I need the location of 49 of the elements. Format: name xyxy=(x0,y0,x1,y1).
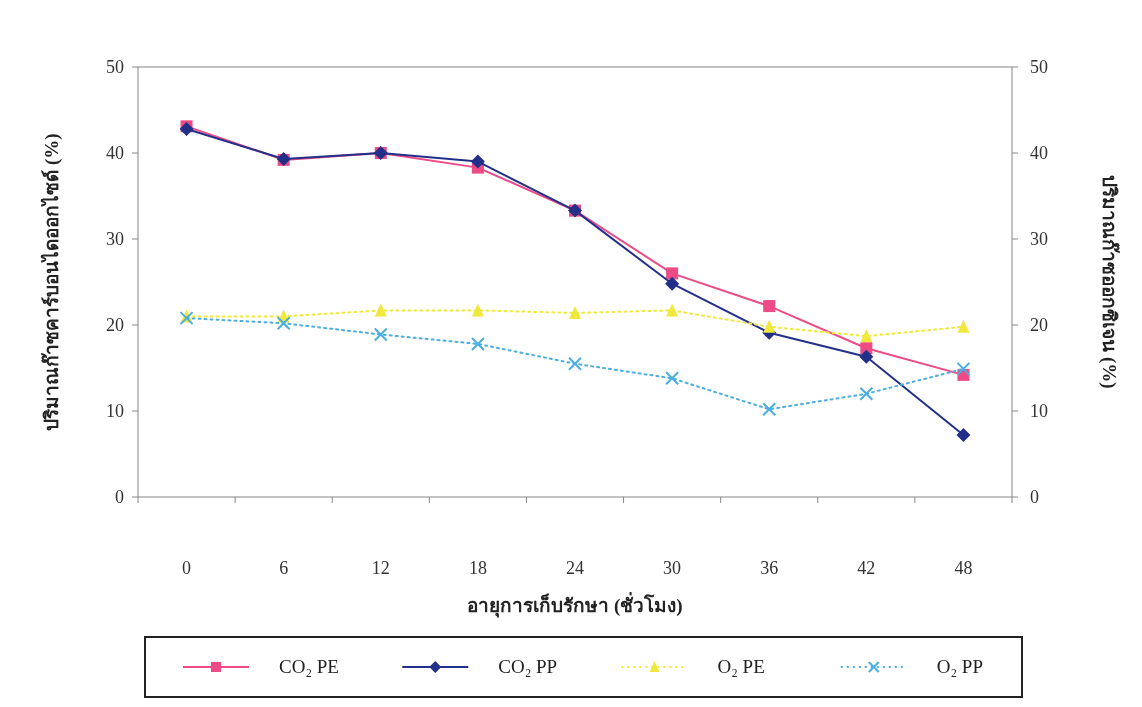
y-tick-label: 30 xyxy=(106,229,124,249)
y2-tick-label: 0 xyxy=(1030,487,1039,507)
point xyxy=(569,305,581,319)
point xyxy=(471,303,484,317)
point xyxy=(470,154,485,169)
x-tick-label: 24 xyxy=(566,558,584,578)
point xyxy=(859,349,874,364)
y-tick-label: 20 xyxy=(106,315,124,335)
y-tick-label: 10 xyxy=(106,401,124,421)
point xyxy=(763,300,776,313)
legend-label: CO₂ PP xyxy=(498,656,558,677)
y2-tick-label: 10 xyxy=(1030,401,1048,421)
y-tick-label: 0 xyxy=(115,487,124,507)
y2-tick-label: 30 xyxy=(1030,229,1048,249)
point xyxy=(373,327,388,342)
point xyxy=(665,371,680,386)
point xyxy=(665,276,680,291)
legend-label: O₂ PE xyxy=(717,656,765,677)
y2-tick-label: 40 xyxy=(1030,143,1048,163)
x-tick-label: 36 xyxy=(760,558,779,578)
x-tick-label: 18 xyxy=(468,558,487,578)
point xyxy=(763,319,776,333)
y-tick-label: 50 xyxy=(106,57,124,77)
x-tick-label: 42 xyxy=(857,558,876,578)
point xyxy=(860,329,873,343)
y2-axis-title: ปริมาณก๊าซออกซิเจน (%) xyxy=(1098,175,1120,389)
x-tick-label: 0 xyxy=(182,558,192,578)
point xyxy=(666,303,679,317)
x-tick-label: 48 xyxy=(954,558,973,578)
point xyxy=(762,402,777,417)
x-tick-label: 12 xyxy=(371,558,390,578)
y-axis-title: ปริมาณก๊าซคาร์บอนไดออกไซด์ (%) xyxy=(40,133,63,431)
y2-tick-label: 50 xyxy=(1030,57,1048,77)
point xyxy=(666,267,679,280)
point xyxy=(957,319,970,333)
x-axis-title: อายุการเก็บรักษา (ชั่วโมง) xyxy=(467,592,683,618)
point xyxy=(568,356,582,371)
point xyxy=(859,386,874,401)
point xyxy=(470,336,485,351)
point xyxy=(374,303,387,317)
legend-label: CO₂ PE xyxy=(279,656,339,677)
x-tick-label: 6 xyxy=(279,558,289,578)
point xyxy=(276,316,291,331)
y2-tick-label: 20 xyxy=(1030,315,1048,335)
legend-label: O₂ PP xyxy=(936,656,983,677)
point xyxy=(956,428,971,443)
point xyxy=(956,361,971,376)
x-tick-label: 30 xyxy=(663,558,682,578)
y-tick-label: 40 xyxy=(106,143,124,163)
